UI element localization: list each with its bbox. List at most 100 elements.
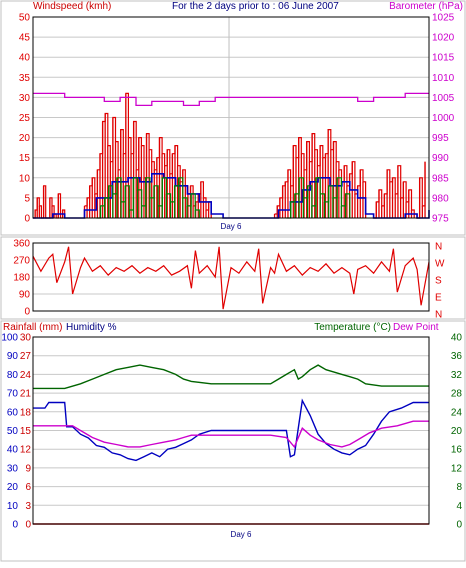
wind-barometer-panel: Windspeed (kmh) For the 2 days prior to … xyxy=(0,0,466,236)
rain-tick-label: 30 xyxy=(20,333,32,344)
compass-label: W xyxy=(435,259,445,270)
wind-y-tick-label: 20 xyxy=(19,133,31,144)
temp-plot-frame xyxy=(32,336,430,525)
barometer-y-tick-label: 990 xyxy=(432,153,449,164)
humidity-tick-label: 90 xyxy=(7,351,19,362)
rain-tick-label: 24 xyxy=(20,370,32,381)
rain-tick-label: 9 xyxy=(25,463,31,474)
humidity-tick-label: 10 xyxy=(7,501,19,512)
wind-minimum-outline xyxy=(286,177,351,219)
humidity-tick-label: 100 xyxy=(1,333,18,344)
temp-day-label: Day 6 xyxy=(231,530,252,539)
barometer-y-tick-label: 1025 xyxy=(432,13,455,24)
direction-y-tick-label: 360 xyxy=(13,239,30,250)
barometer-y-tick-label: 975 xyxy=(432,214,449,225)
temperature-tick-label: 28 xyxy=(451,389,463,400)
direction-plot-frame xyxy=(32,242,430,312)
compass-label: N xyxy=(435,310,442,321)
temperature-tick-label: 20 xyxy=(451,426,463,437)
rain-axis-title: Rainfall (mm) xyxy=(3,322,62,333)
barometer-y-tick-label: 980 xyxy=(432,193,449,204)
wind-gust-outline xyxy=(33,185,66,219)
temperature-tick-label: 36 xyxy=(451,351,463,362)
rain-tick-label: 12 xyxy=(20,445,32,456)
direction-y-tick-label: 180 xyxy=(13,273,30,284)
temperature-humidity-panel: Rainfall (mm) Humidity % Temperature (°C… xyxy=(0,320,466,562)
humidity-tick-label: 70 xyxy=(7,389,19,400)
temperature-tick-label: 40 xyxy=(451,333,463,344)
wind-minimum-outline xyxy=(96,177,200,219)
barometer-y-tick-label: 1005 xyxy=(432,93,455,104)
rain-tick-label: 15 xyxy=(20,426,32,437)
direction-y-tick-label: 270 xyxy=(13,256,30,267)
wind-y-tick-label: 50 xyxy=(19,13,31,24)
wind-direction-line xyxy=(32,246,430,310)
wind-plot-frame xyxy=(32,16,430,219)
compass-label: N xyxy=(435,242,442,253)
compass-label: E xyxy=(435,293,442,304)
wind-axis-title: Windspeed (kmh) xyxy=(33,1,111,12)
barometer-y-tick-label: 1020 xyxy=(432,33,455,44)
temperature-tick-label: 0 xyxy=(456,520,462,531)
wind-gust-outline xyxy=(274,129,367,215)
wind-y-tick-label: 15 xyxy=(19,153,31,164)
temperature-tick-label: 8 xyxy=(456,482,462,493)
humidity-tick-label: 0 xyxy=(12,520,18,531)
temperature-tick-label: 16 xyxy=(451,445,463,456)
rain-tick-label: 0 xyxy=(25,520,31,531)
temperature-axis-title: Temperature (°C) xyxy=(314,322,391,333)
barometer-y-tick-label: 995 xyxy=(432,133,449,144)
rain-tick-label: 21 xyxy=(20,389,32,400)
humidity-tick-label: 20 xyxy=(7,482,19,493)
humidity-axis-title: Humidity % xyxy=(66,322,117,333)
dew_point-line xyxy=(33,420,429,449)
humidity-tick-label: 50 xyxy=(7,426,19,437)
wind-y-tick-label: 25 xyxy=(19,113,31,124)
compass-label: S xyxy=(435,276,442,287)
direction-y-ticks: 0 90 180 270 360 xyxy=(13,239,30,318)
wind-y-tick-label: 5 xyxy=(24,193,30,204)
humidity-tick-label: 30 xyxy=(7,463,19,474)
wind-y-tick-label: 35 xyxy=(19,73,31,84)
direction-y-tick-label: 0 xyxy=(24,307,30,318)
wind-y-tick-label: 0 xyxy=(24,214,30,225)
direction-series xyxy=(32,246,430,310)
temperature-tick-label: 32 xyxy=(451,370,463,381)
dew-point-axis-title: Dew Point xyxy=(393,322,439,333)
barometer-y-tick-label: 1010 xyxy=(432,73,455,84)
barometer-y-tick-label: 1000 xyxy=(432,113,455,124)
rain-tick-label: 18 xyxy=(20,407,32,418)
humidity-tick-label: 40 xyxy=(7,445,19,456)
temperature-line xyxy=(33,364,429,390)
direction-panel-frame xyxy=(0,236,466,320)
barometer-line xyxy=(33,92,429,107)
wind-day-label: Day 6 xyxy=(221,222,242,231)
wind-y-ticks: 0 5 10 15 20 25 30 35 40 45 50 xyxy=(19,13,31,225)
temp-panel-frame xyxy=(0,320,466,562)
rain-tick-label: 27 xyxy=(20,351,32,362)
wind-y-tick-label: 10 xyxy=(19,173,31,184)
wind-gust-outline xyxy=(84,92,212,214)
barometer-y-tick-label: 1015 xyxy=(432,53,455,64)
humidity-tick-label: 80 xyxy=(7,370,19,381)
wind-y-tick-label: 40 xyxy=(19,53,31,64)
rain-tick-label: 6 xyxy=(25,482,31,493)
temperature-tick-label: 24 xyxy=(451,407,463,418)
barometer-y-ticks: 975 980 985 990 995 1000 1005 1010 1015 1020 1025 xyxy=(432,13,455,225)
wind-y-tick-label: 30 xyxy=(19,93,31,104)
wind-y-tick-label: 45 xyxy=(19,33,31,44)
barometer-axis-title: Barometer (hPa) xyxy=(389,1,463,12)
rain-tick-label: 3 xyxy=(25,501,31,512)
humidity-line xyxy=(33,398,429,462)
wind-series xyxy=(33,92,430,219)
humidity-tick-label: 60 xyxy=(7,407,19,418)
direction-y-tick-label: 90 xyxy=(19,290,31,301)
chart-title: For the 2 days prior to : 06 June 2007 xyxy=(172,1,339,12)
temperature-tick-label: 12 xyxy=(451,463,463,474)
barometer-y-tick-label: 985 xyxy=(432,173,449,184)
